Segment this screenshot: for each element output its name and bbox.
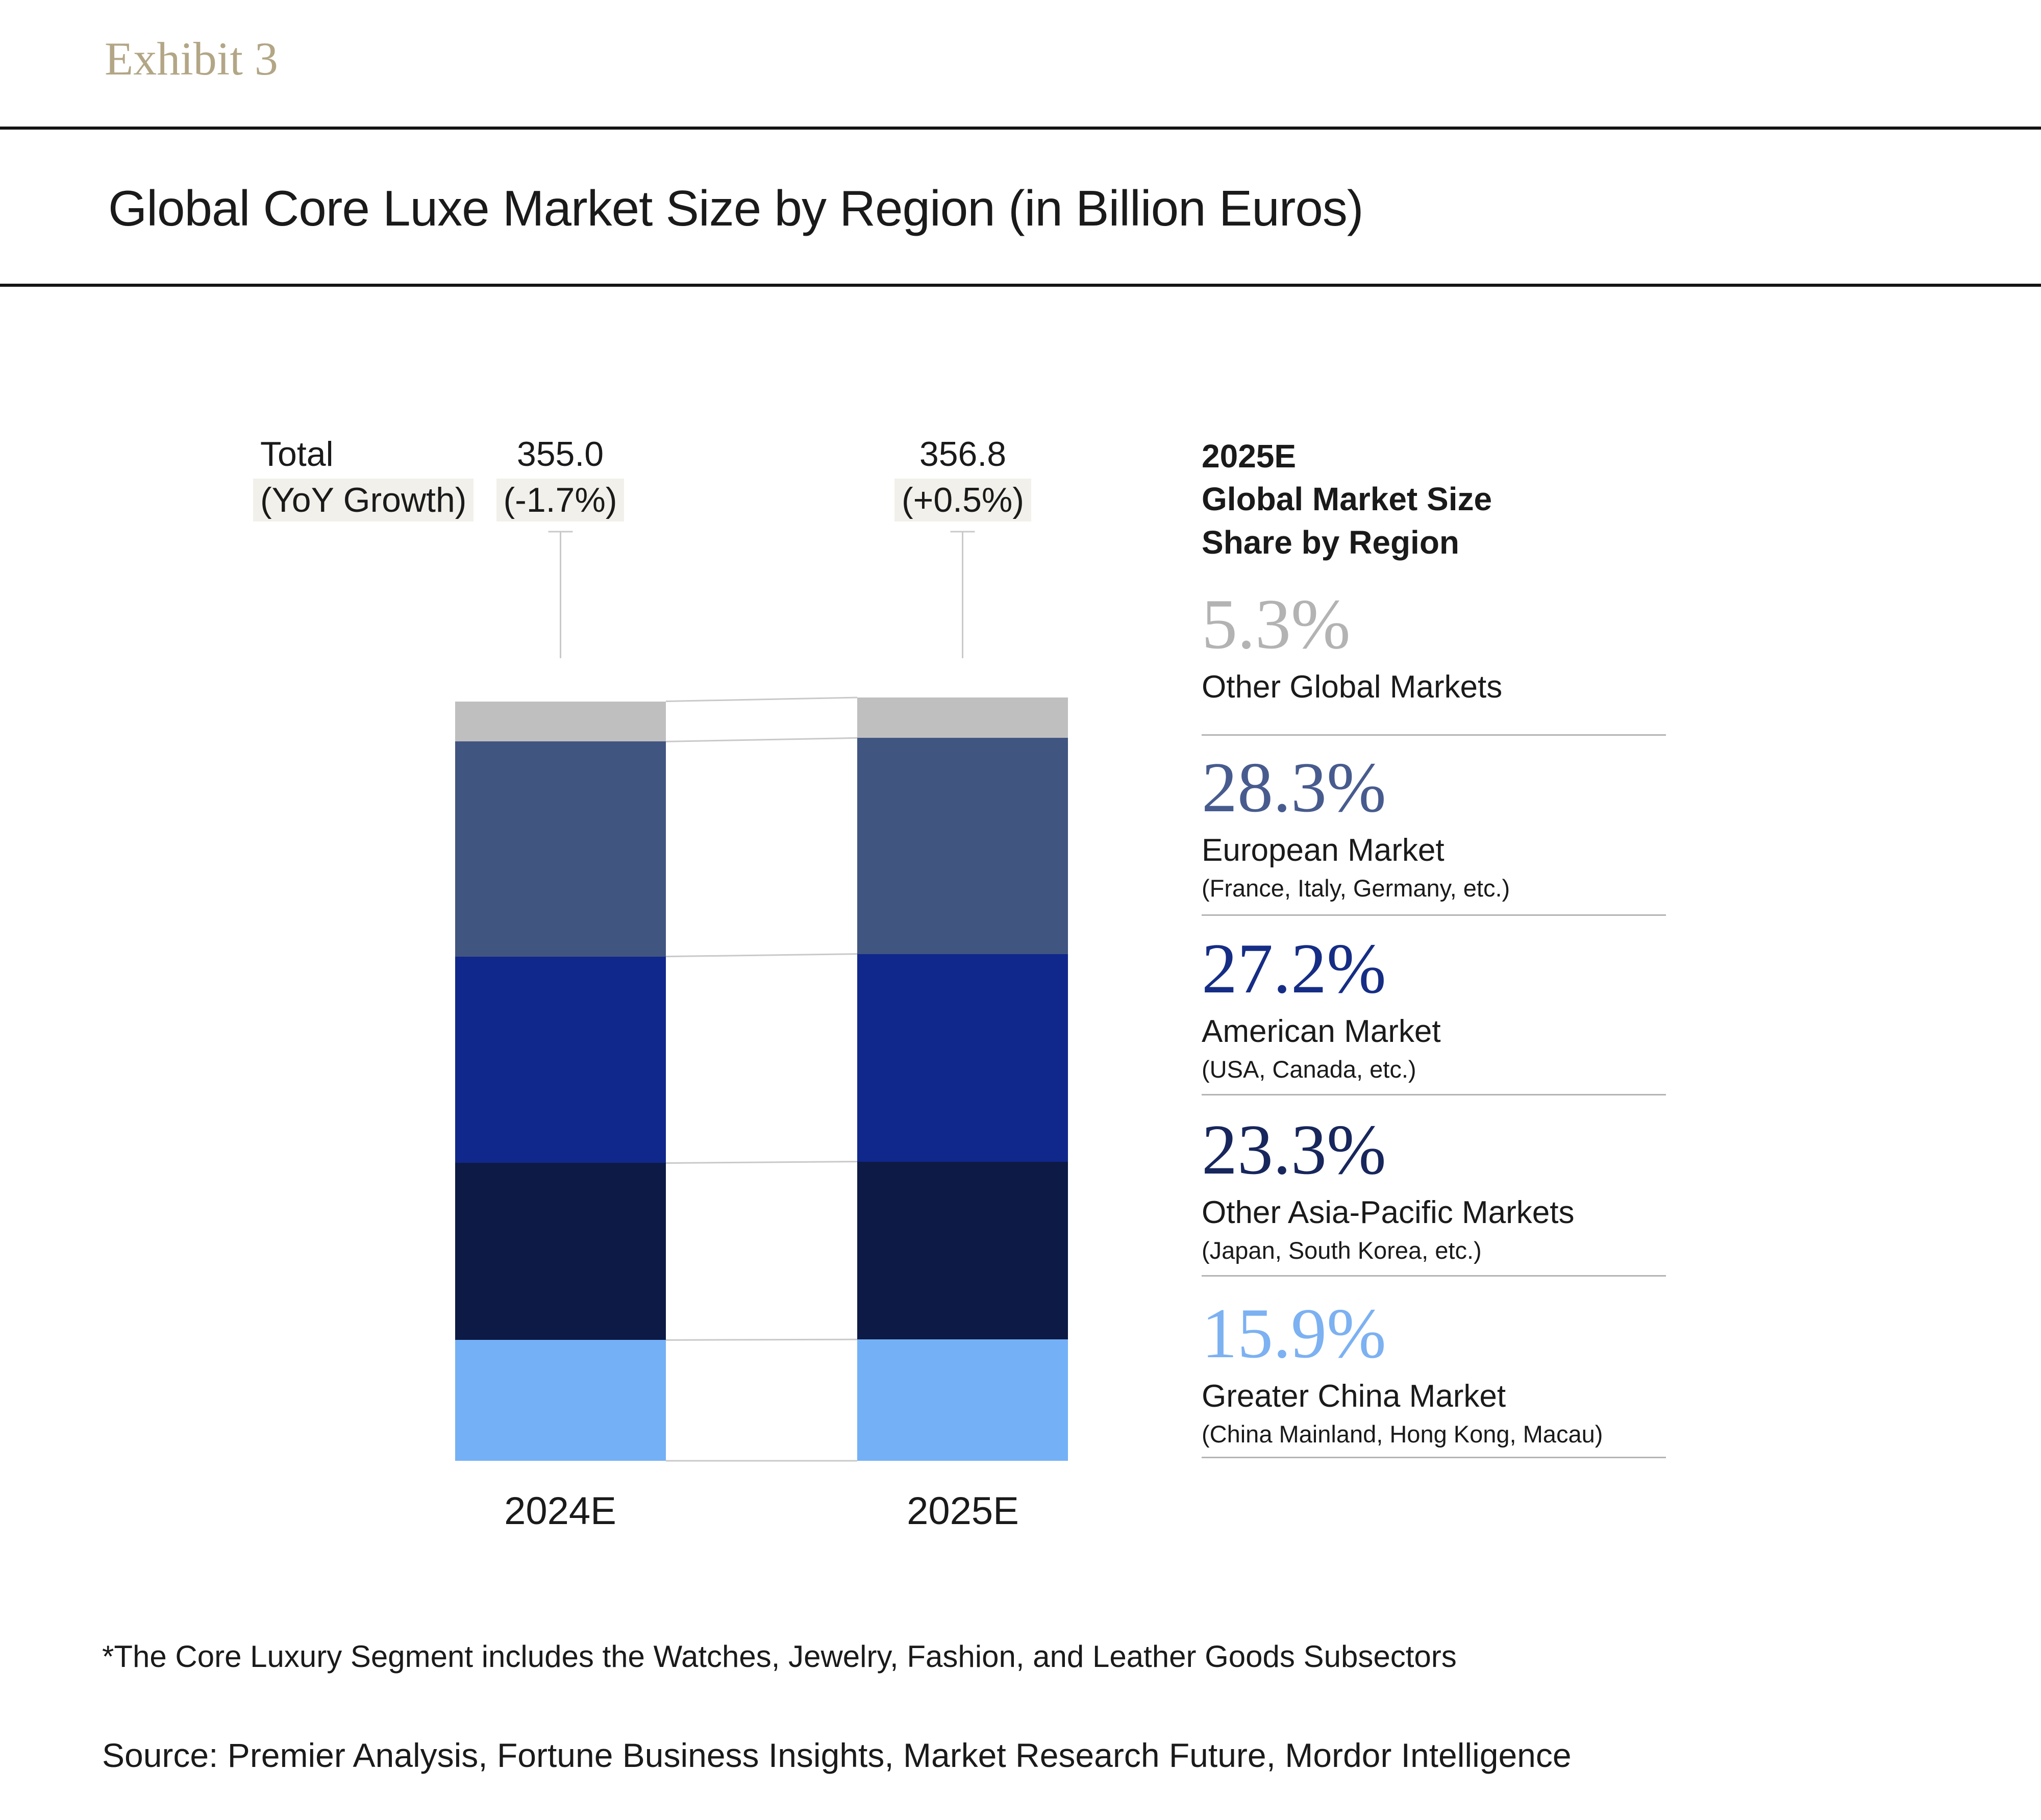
footnote: *The Core Luxury Segment includes the Wa… — [102, 1639, 1457, 1674]
horizontal-rule-top — [0, 127, 2041, 130]
legend-label: Other Global Markets — [1202, 669, 1503, 705]
bar-segment-other-asia-pacific-markets — [455, 1163, 666, 1340]
x-axis-label-2025E: 2025E — [907, 1489, 1019, 1533]
legend-percent: 15.9% — [1202, 1294, 1386, 1373]
stacked-bar-2025E — [857, 697, 1068, 1461]
bar-segment-other-asia-pacific-markets — [857, 1161, 1068, 1340]
bar-segment-other-global-markets — [455, 701, 666, 742]
bar-segment-american-market — [455, 956, 666, 1163]
yoy-2025: (+0.5%) — [894, 479, 1031, 521]
page-title: Global Core Luxe Market Size by Region (… — [108, 180, 1363, 236]
legend-header: 2025E Global Market Size Share by Region — [1202, 438, 1492, 561]
legend-detail: (USA, Canada, etc.) — [1202, 1056, 1416, 1083]
legend-item-greater-china: 15.9% Greater China Market (China Mainla… — [1202, 1296, 1666, 1458]
bar-segment-greater-china-market — [455, 1340, 666, 1461]
legend-detail: (Japan, South Korea, etc.) — [1202, 1237, 1482, 1264]
legend-percent: 27.2% — [1202, 929, 1386, 1008]
x-axis-label-2024E: 2024E — [504, 1489, 616, 1533]
horizontal-rule-under-title — [0, 284, 2041, 287]
legend-percent: 23.3% — [1202, 1110, 1386, 1189]
bar-segment-other-global-markets — [857, 697, 1068, 738]
totals-caption-line1: Total — [260, 435, 334, 473]
totals-caption: Total (YoY Growth) — [253, 435, 474, 521]
totals-caption-line2: (YoY Growth) — [253, 479, 474, 521]
legend-item-american: 27.2% American Market (USA, Canada, etc.… — [1202, 931, 1666, 1095]
bar-segment-european-market — [455, 741, 666, 957]
exhibit-number: Exhibit 3 — [105, 33, 278, 85]
total-value-2025: 356.8 — [919, 435, 1007, 473]
legend-label: American Market — [1202, 1014, 1441, 1049]
legend-item-other-global: 5.3% Other Global Markets — [1202, 587, 1666, 736]
source-line: Source: Premier Analysis, Fortune Busine… — [102, 1736, 1572, 1774]
bar-segment-greater-china-market — [857, 1339, 1068, 1461]
bar-segment-european-market — [857, 738, 1068, 954]
total-2025: 356.8 (+0.5%) — [830, 437, 1096, 521]
legend-percent: 28.3% — [1202, 748, 1386, 827]
legend-item-asia-pacific: 23.3% Other Asia-Pacific Markets (Japan,… — [1202, 1112, 1666, 1277]
yoy-2024: (-1.7%) — [496, 479, 625, 521]
legend-detail: (France, Italy, Germany, etc.) — [1202, 875, 1510, 902]
total-2024: 355.0 (-1.7%) — [428, 437, 693, 521]
total-value-2024: 355.0 — [516, 435, 604, 473]
bar-segment-american-market — [857, 954, 1068, 1162]
legend-label: Greater China Market — [1202, 1379, 1506, 1414]
stacked-bar-2024E — [455, 701, 666, 1461]
legend-item-european: 28.3% European Market (France, Italy, Ge… — [1202, 750, 1666, 916]
legend-percent: 5.3% — [1202, 585, 1351, 664]
legend-label: Other Asia-Pacific Markets — [1202, 1195, 1575, 1230]
legend-label: European Market — [1202, 833, 1445, 868]
legend-detail: (China Mainland, Hong Kong, Macau) — [1202, 1420, 1603, 1448]
